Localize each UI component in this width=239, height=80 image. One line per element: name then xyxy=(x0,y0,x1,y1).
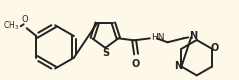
Text: HN: HN xyxy=(151,33,164,42)
Text: O: O xyxy=(211,43,219,53)
Text: N: N xyxy=(189,31,197,41)
Text: CH$_3$: CH$_3$ xyxy=(3,20,19,32)
Text: S: S xyxy=(103,48,110,58)
Text: O: O xyxy=(21,15,28,24)
Text: N: N xyxy=(174,61,183,71)
Text: O: O xyxy=(132,59,140,69)
